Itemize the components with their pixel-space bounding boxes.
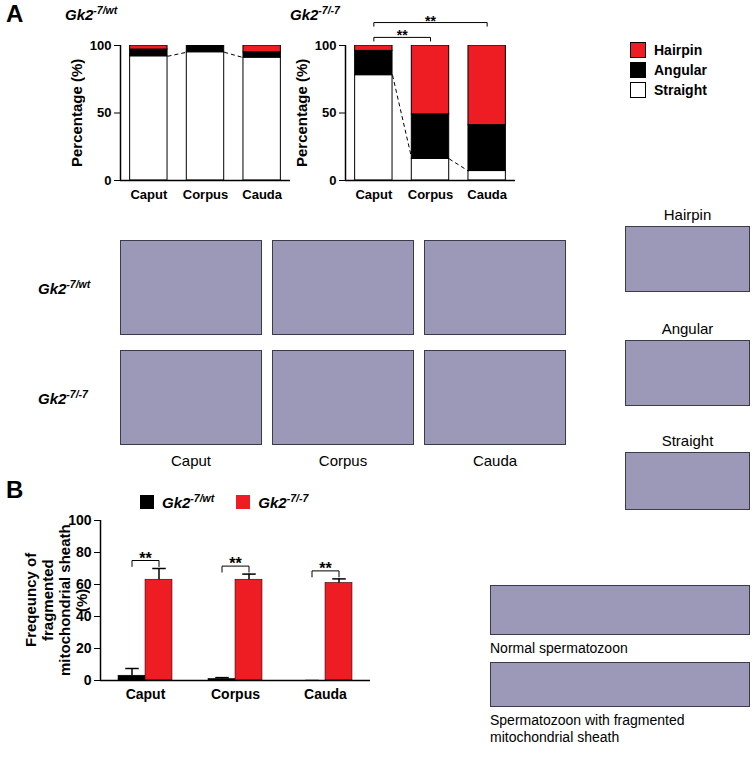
svg-text:**: ** — [397, 27, 408, 43]
svg-text:80: 80 — [76, 544, 92, 560]
svg-text:**: ** — [229, 555, 242, 572]
svg-text:Cauda: Cauda — [304, 686, 347, 702]
svg-text:Caput: Caput — [130, 187, 168, 202]
svg-text:20: 20 — [76, 640, 92, 656]
svg-text:100: 100 — [315, 38, 337, 53]
svg-text:**: ** — [319, 560, 332, 577]
svg-text:Caput: Caput — [126, 686, 166, 702]
svg-text:50: 50 — [97, 105, 111, 120]
svg-text:Cauda: Cauda — [242, 187, 283, 202]
svg-text:**: ** — [139, 550, 152, 567]
svg-text:0: 0 — [329, 173, 336, 188]
svg-text:0: 0 — [104, 173, 111, 188]
svg-text:Corpus: Corpus — [408, 187, 454, 202]
svg-text:Corpus: Corpus — [183, 187, 229, 202]
svg-text:50: 50 — [322, 105, 336, 120]
svg-text:Corpus: Corpus — [211, 686, 260, 702]
svg-text:**: ** — [425, 13, 436, 29]
svg-text:Cauda: Cauda — [467, 187, 508, 202]
svg-text:0: 0 — [84, 672, 92, 688]
svg-text:Caput: Caput — [355, 187, 393, 202]
svg-text:100: 100 — [90, 38, 112, 53]
